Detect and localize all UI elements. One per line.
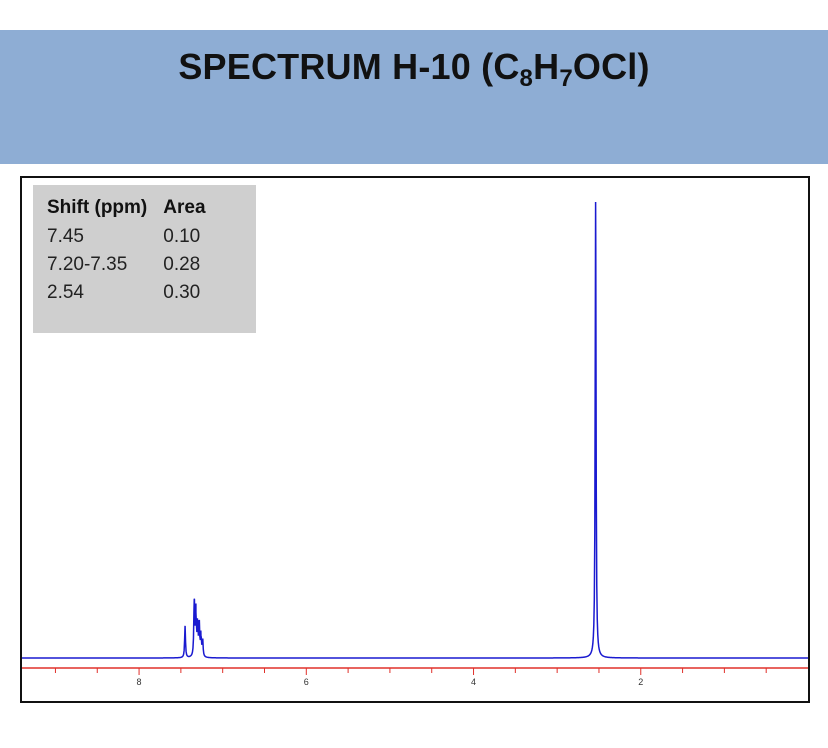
table-row: 7.45 0.10 (47, 223, 222, 251)
column-header-shift: Shift (ppm) (47, 197, 148, 218)
x-tick-label: 6 (304, 677, 309, 687)
x-tick-label: 4 (471, 677, 476, 687)
area-cell: 0.28 (163, 254, 201, 275)
page-title: SPECTRUM H-10 (C8H7OCl) (178, 46, 650, 92)
table-row: 7.20-7.35 0.28 (47, 251, 222, 279)
area-cell: 0.30 (163, 282, 201, 303)
shift-cell: 7.20-7.35 (47, 254, 128, 275)
peak-table: Shift (ppm) Area 7.45 0.10 7.20-7.35 0.2… (33, 185, 256, 333)
x-tick-label: 8 (137, 677, 142, 687)
shift-cell: 7.45 (47, 226, 84, 247)
title-banner (0, 30, 828, 164)
shift-cell: 2.54 (47, 282, 84, 303)
column-header-area: Area (163, 197, 206, 218)
area-cell: 0.10 (163, 226, 201, 247)
spectrum-line (22, 201, 808, 659)
x-tick-label: 2 (638, 677, 643, 687)
table-row: 2.54 0.30 (47, 279, 222, 307)
